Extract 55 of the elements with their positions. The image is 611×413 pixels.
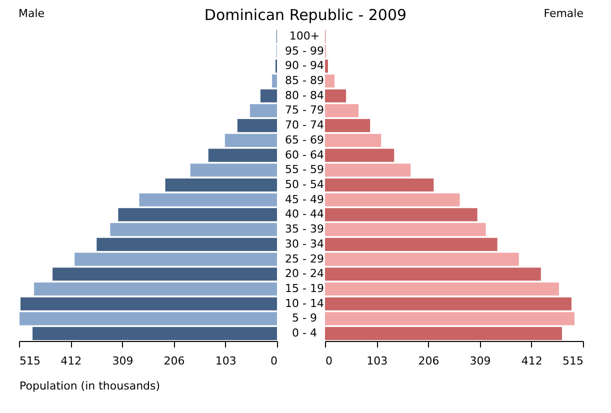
bar	[20, 297, 277, 310]
y-tick-label: 5 - 9	[292, 312, 317, 325]
x-tick-label: 412	[521, 354, 542, 368]
x-tick-label: 515	[20, 354, 40, 368]
bar	[224, 134, 277, 147]
y-tick-label: 25 - 29	[285, 252, 324, 266]
y-tick-label: 30 - 34	[285, 237, 324, 250]
y-tick-label: 0 - 4	[292, 326, 317, 340]
y-tick-label: 15 - 19	[285, 282, 324, 295]
bar	[208, 148, 277, 162]
y-tick-label: 100+	[289, 29, 320, 42]
bar	[74, 252, 277, 266]
chart-title: Dominican Republic - 2009	[204, 6, 407, 24]
y-tick-label: 50 - 54	[285, 178, 324, 191]
x-tick-label: 0	[270, 354, 278, 368]
bar	[260, 89, 277, 102]
y-tick-label: 60 - 64	[285, 148, 324, 162]
y-tick-label: 95 - 99	[285, 44, 324, 58]
bar	[272, 74, 277, 88]
y-tick-label: 75 - 79	[285, 104, 324, 117]
bar	[139, 193, 277, 206]
x-tick-label: 103	[215, 354, 236, 368]
x-tick-label: 412	[60, 354, 82, 368]
bar	[118, 208, 277, 222]
y-tick-label: 85 - 89	[285, 74, 324, 87]
text: Female	[544, 7, 584, 20]
y-tick-label: 10 - 14	[285, 296, 324, 310]
bar	[250, 104, 277, 118]
x-axis-title: Population (in thousands)	[20, 380, 160, 392]
y-tick-label: 65 - 69	[285, 133, 324, 146]
x-tick-label: 206	[418, 354, 440, 368]
bar	[52, 268, 277, 281]
x-tick-label: 515	[562, 354, 584, 368]
y-tick-label: 40 - 44	[285, 208, 324, 221]
bar	[237, 119, 277, 132]
y-tick-label: 20 - 24	[285, 267, 324, 280]
bar	[34, 282, 277, 296]
x-tick-label: 103	[366, 354, 388, 368]
bar	[190, 164, 277, 177]
y-tick-label: 90 - 94	[285, 59, 324, 72]
x-tick-label: 309	[470, 354, 491, 368]
x-tick-label: 0	[326, 354, 332, 368]
text: Male	[18, 7, 45, 20]
x-tick-label: 309	[112, 354, 134, 368]
y-tick-label: 55 - 59	[285, 163, 324, 176]
y-tick-label: 80 - 84	[285, 88, 324, 102]
bar	[110, 223, 277, 236]
bar	[20, 312, 277, 326]
x-tick-label: 206	[164, 354, 185, 368]
y-tick-label: 70 - 74	[285, 118, 324, 132]
y-tick-label: 35 - 39	[285, 222, 324, 236]
bar	[165, 178, 277, 192]
bar	[32, 327, 277, 340]
bar	[96, 238, 277, 251]
y-tick-label: 45 - 49	[285, 192, 324, 206]
